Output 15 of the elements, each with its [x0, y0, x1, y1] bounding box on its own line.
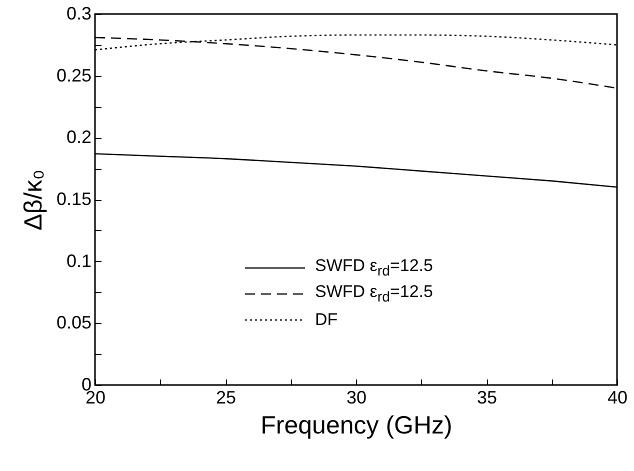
y-tick-label: 0.1: [66, 250, 92, 271]
x-tick-label: 40: [607, 388, 628, 408]
legend-label: DF: [315, 310, 338, 330]
y-tick-label: 0.05: [56, 312, 92, 333]
x-tick-label: 30: [346, 388, 367, 408]
legend-label: SWFD ε$_{rd}$=12.5: [315, 256, 433, 280]
y-axis-title: Δβ/κ₀: [19, 170, 48, 230]
y-tick-label: 0.15: [56, 189, 92, 209]
x-tick-label: 35: [476, 388, 498, 408]
legend-label: SWFD ε$_{rd}$=12.5: [315, 282, 433, 306]
x-axis-title: Frequency (GHz): [260, 412, 452, 440]
x-tick-label: 25: [216, 388, 236, 408]
y-tick-label: 0.25: [56, 65, 92, 86]
y-tick-label: 0.2: [66, 127, 92, 148]
y-tick-label: 0.3: [66, 4, 92, 24]
